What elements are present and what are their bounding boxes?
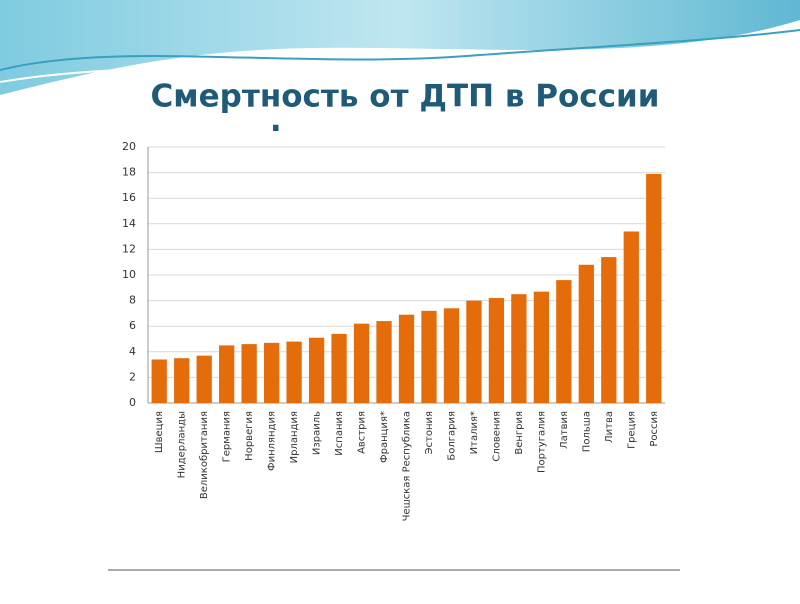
x-tick-label: Нидерланды	[177, 411, 188, 478]
bar	[398, 314, 415, 403]
title-line: Смертность от ДТП в России	[151, 79, 660, 115]
x-tick-label: Испания	[334, 411, 345, 456]
bar	[353, 323, 370, 403]
bar	[556, 280, 572, 403]
x-tick-label: Словения	[491, 411, 502, 462]
y-tick-label: 18	[122, 166, 136, 179]
y-tick-label: 10	[122, 268, 136, 281]
bar	[421, 310, 437, 403]
bar	[241, 344, 257, 403]
y-tick-label: 20	[122, 140, 136, 153]
bar	[174, 358, 190, 403]
bar	[263, 342, 280, 403]
bar	[578, 264, 594, 403]
x-tick-label: Литва	[604, 411, 615, 443]
y-tick-label: 0	[129, 396, 136, 409]
x-tick-label: Португалия	[536, 411, 547, 473]
bar	[308, 337, 325, 403]
bar	[151, 359, 167, 403]
x-tick-label: Норвегия	[244, 411, 255, 461]
x-tick-label: Великобритания	[199, 411, 210, 499]
y-tick-label: 6	[129, 319, 136, 332]
x-tick-label: Ирландия	[289, 411, 300, 463]
x-tick-label: Австрия	[357, 411, 368, 454]
bar	[331, 333, 347, 403]
bar	[443, 308, 460, 403]
x-tick-label: Венгрия	[514, 411, 525, 455]
y-tick-label: 14	[122, 217, 136, 230]
chart-panel	[108, 131, 683, 571]
header-wave	[0, 0, 800, 95]
y-tick-label: 4	[129, 345, 136, 358]
y-tick-label: 8	[129, 294, 136, 307]
bar	[376, 321, 392, 403]
x-tick-label: Италия*	[469, 411, 480, 454]
bar	[286, 341, 302, 403]
y-tick-label: 16	[122, 191, 136, 204]
x-tick-label: Греция	[626, 411, 637, 449]
bar	[466, 300, 482, 403]
chart: 0 2 4 6 8 10 12 14 16 18 20 Швеция Нидерланды Великоб…	[122, 140, 665, 521]
bar	[488, 298, 505, 403]
x-tick-label: Латвия	[559, 411, 570, 449]
bar	[196, 355, 212, 403]
bar	[646, 173, 662, 403]
x-tick-label: Франция*	[379, 411, 390, 463]
x-tick-label: Германия	[222, 411, 233, 462]
wave-line	[0, 44, 800, 83]
x-tick-label: Эстония	[424, 411, 435, 454]
y-tick-label: 12	[122, 242, 136, 255]
bar	[623, 231, 639, 403]
x-tick-label: Чешская Республика	[402, 411, 413, 521]
x-tick-label: Швеция	[154, 411, 165, 453]
x-tick-label: Финляндия	[267, 411, 278, 471]
bar	[511, 294, 527, 403]
bar	[219, 345, 235, 403]
x-tick-label: Россия	[649, 411, 660, 447]
x-tick-label: Польша	[581, 411, 592, 452]
bar	[601, 257, 617, 403]
x-tick-label: Болгария	[446, 411, 457, 461]
wave-line	[0, 29, 800, 71]
y-tick-label: 2	[129, 370, 136, 383]
x-tick-label: Израиль	[312, 411, 323, 455]
bar	[533, 291, 550, 403]
